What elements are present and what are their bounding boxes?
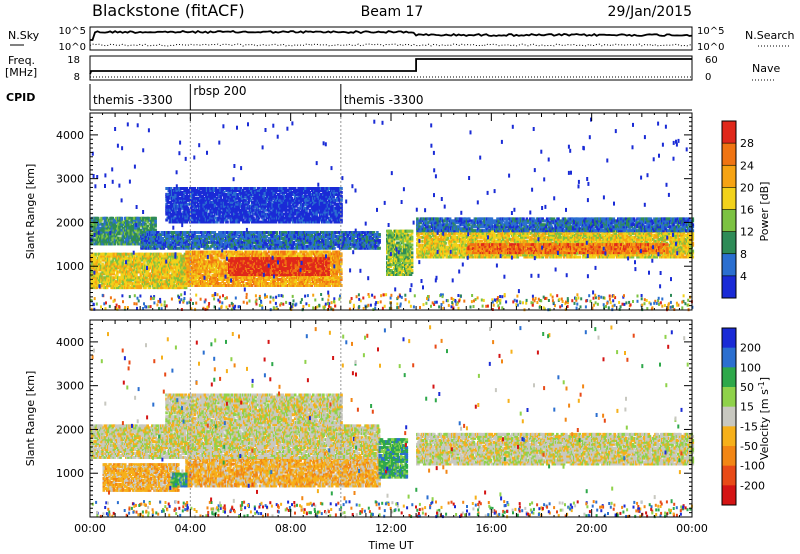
freq-line bbox=[90, 59, 692, 74]
heatmap-cell bbox=[284, 251, 287, 254]
heatmap-cell bbox=[99, 261, 102, 264]
heatmap-cell bbox=[162, 237, 165, 240]
nsky-label: N.Sky bbox=[8, 29, 40, 42]
nave-tick-bottom: 0 bbox=[705, 72, 711, 83]
freq-panel: Freq. [MHz] 18 8 60 0 Nave bbox=[5, 54, 780, 83]
heatmap-cell bbox=[126, 257, 129, 260]
heatmap-cell bbox=[154, 217, 157, 220]
heatmap-cell bbox=[277, 278, 280, 281]
noise-tick-top-left: 10^5 bbox=[59, 26, 86, 37]
nave-label: Nave bbox=[752, 62, 780, 75]
cpid-label: CPID bbox=[6, 91, 35, 104]
heatmap-cell bbox=[131, 217, 134, 220]
noise-tick-bottom-left: 10^0 bbox=[59, 42, 86, 53]
heatmap-cell bbox=[217, 258, 220, 261]
heatmap-cell bbox=[295, 251, 298, 254]
freq-unit: [MHz] bbox=[5, 66, 37, 79]
nave-tick-top: 60 bbox=[705, 55, 718, 66]
heatmap-cell bbox=[327, 257, 330, 260]
cpid-segment-label: themis -3300 bbox=[344, 93, 424, 107]
cpid-segment-label: themis -3300 bbox=[93, 93, 173, 107]
heatmap-cell bbox=[235, 257, 238, 260]
cpid-row: CPID themis -3300 rbsp 200 themis -3300 bbox=[6, 84, 692, 110]
nsearch-label: N.Search bbox=[745, 29, 795, 42]
heatmap-cell bbox=[268, 254, 271, 257]
noise-frame bbox=[90, 27, 692, 50]
date-title: 29/Jan/2015 bbox=[608, 4, 692, 20]
heatmap-cell bbox=[210, 254, 213, 257]
noise-tick-bottom-right: 10^0 bbox=[697, 42, 724, 53]
heatmap-cell bbox=[217, 282, 220, 285]
heatmap-cell bbox=[202, 231, 205, 234]
noise-panel: N.Sky 10^5 10^0 10^5 10^0 N.Search bbox=[8, 26, 795, 53]
heatmap-cell bbox=[146, 225, 149, 228]
noise-tick-top-right: 10^5 bbox=[697, 26, 724, 37]
heatmap-cell bbox=[214, 251, 217, 254]
freq-tick-bottom: 8 bbox=[74, 72, 80, 83]
heatmap-cell bbox=[225, 284, 228, 287]
heatmap-cell bbox=[237, 231, 240, 234]
noise-sky-line bbox=[90, 31, 692, 40]
station-title: Blackstone (fitACF) bbox=[92, 1, 245, 20]
heatmap-cell bbox=[121, 217, 124, 220]
noise-search-line bbox=[90, 44, 692, 46]
freq-tick-top: 18 bbox=[67, 55, 80, 66]
heatmap-cell bbox=[303, 251, 306, 254]
beam-title: Beam 17 bbox=[361, 4, 424, 20]
heatmap-cell bbox=[282, 267, 285, 270]
heatmap-cell bbox=[194, 235, 197, 238]
cpid-segment-label: rbsp 200 bbox=[193, 84, 246, 98]
heatmap-cell bbox=[95, 253, 98, 256]
heatmap-cell bbox=[327, 271, 330, 274]
